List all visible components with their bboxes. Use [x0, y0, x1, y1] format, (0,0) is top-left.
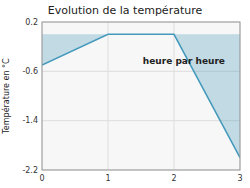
line — [42, 34, 240, 157]
plot-frame — [42, 22, 240, 170]
area — [42, 34, 240, 157]
grid-line — [174, 22, 175, 170]
y-tick-label: -1.4 — [22, 116, 38, 125]
title: Evolution de la température — [48, 4, 203, 17]
grid-line — [42, 120, 240, 121]
x-tick-label: 0 — [39, 174, 44, 183]
x-tick-label: 2 — [171, 174, 176, 183]
x-tick-label: 3 — [237, 174, 242, 183]
y-tick-label: -2.2 — [22, 166, 38, 175]
plot-area — [42, 34, 240, 157]
annotation: heure par heure — [143, 56, 225, 66]
y-axis-label: Température en °C — [1, 58, 11, 135]
plot-background — [42, 22, 240, 170]
grid-line — [108, 22, 109, 170]
y-tick-label: -0.6 — [22, 67, 38, 76]
chart: 0.2 -0.6 -1.4 -2.20 1 2 3 Evolution de la tempé… — [0, 0, 250, 188]
y-tick-label: 0.2 — [25, 18, 38, 27]
x-tick-label: 1 — [105, 174, 110, 183]
